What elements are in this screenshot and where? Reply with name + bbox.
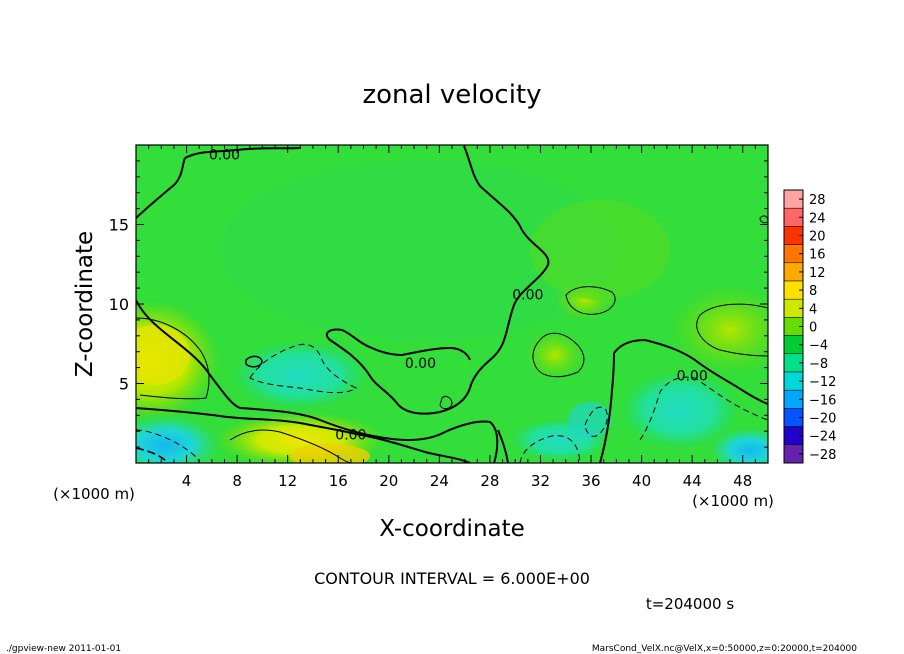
x-tick-label: 4 <box>182 472 192 490</box>
zero-contour-line <box>497 429 509 463</box>
zero-contour-line <box>613 338 768 405</box>
colorbar-label: 4 <box>809 302 817 317</box>
contour-label: 0.00 <box>209 148 240 164</box>
y-tick-label: 15 <box>109 216 129 235</box>
field-blob <box>710 428 768 463</box>
footer-right: MarsCond_VelX.nc@VelX,x=0:50000,z=0:2000… <box>592 644 857 654</box>
colorbar-label: −16 <box>809 393 836 408</box>
field-blob <box>530 200 670 300</box>
positive-contour-line <box>439 395 453 410</box>
x-tick-label: 8 <box>232 472 242 490</box>
colorbar-label: 0 <box>809 321 817 336</box>
colorbar-label: −24 <box>809 430 836 445</box>
field-blob <box>568 402 612 438</box>
y-axis-label: Z-coordinate <box>72 231 98 377</box>
positive-contour-line <box>565 286 616 315</box>
contour-labels: 0.00 0.00 0.00 0.00 0.00 <box>209 148 708 444</box>
y-tick-label: 5 <box>119 375 129 394</box>
negative-contour-line <box>136 447 169 463</box>
field-blob <box>230 340 370 410</box>
field-blob <box>136 325 190 385</box>
y-unit-label: (×1000 m) <box>53 485 135 503</box>
x-tick-label: 20 <box>379 472 398 490</box>
field-blob <box>670 285 768 375</box>
x-axis-label: X-coordinate <box>379 516 525 542</box>
field-blob <box>525 330 585 380</box>
footer-left: ./gpview-new 2011-01-01 <box>6 644 121 654</box>
zero-contour-line <box>136 407 471 463</box>
colorbar: 28 24 20 16 12 8 4 0 −4 −8 −12 −16 −20 −24 −28 <box>783 189 836 464</box>
colorbar-label: 20 <box>809 230 826 245</box>
y-tick-label: 10 <box>109 295 129 314</box>
zero-contour-line <box>325 145 550 415</box>
negative-contour-line <box>249 343 357 394</box>
negative-contour-line <box>639 376 768 441</box>
contour-interval-text: CONTOUR INTERVAL = 6.000E+00 <box>314 569 590 588</box>
small-contour-loop <box>759 215 768 224</box>
small-contour-loop <box>245 355 263 368</box>
x-tick-label: 40 <box>632 472 651 490</box>
x-tick-label: 28 <box>480 472 499 490</box>
colorbar-label: 28 <box>809 193 826 208</box>
chart-title: zonal velocity <box>362 80 541 110</box>
x-tick-label: 24 <box>430 472 449 490</box>
x-tick-label: 32 <box>531 472 550 490</box>
positive-contour-line <box>229 429 353 463</box>
contour-label: 0.00 <box>335 427 366 443</box>
plot-area: 0.00 0.00 0.00 0.00 0.00 <box>136 145 768 463</box>
colorbar-label: 24 <box>809 211 826 226</box>
colorbar-label: −8 <box>809 357 828 372</box>
negative-contour-line <box>519 435 581 463</box>
y-axis: 5 10 15 <box>109 160 768 448</box>
zero-contour-line <box>136 147 301 219</box>
field-blob <box>620 370 740 450</box>
x-tick-label: 16 <box>329 472 348 490</box>
x-axis: 4 8 12 16 20 24 28 32 36 40 44 48 <box>148 145 756 490</box>
colorbar-label: 12 <box>809 266 826 281</box>
colorbar-label: −28 <box>809 448 836 463</box>
contour-label: 0.00 <box>512 287 543 303</box>
x-tick-label: 12 <box>278 472 297 490</box>
contour-label: 0.00 <box>405 356 436 372</box>
time-text: t=204000 s <box>646 595 734 613</box>
field-blob <box>136 415 220 463</box>
x-unit-label: (×1000 m) <box>692 492 774 510</box>
negative-contour-line <box>136 429 201 463</box>
x-tick-label: 44 <box>683 472 702 490</box>
zero-contour-line <box>599 352 615 463</box>
positive-contour-line <box>136 317 210 400</box>
colorbar-label: 8 <box>809 284 817 299</box>
colorbar-label: −4 <box>809 339 828 354</box>
colorbar-label: −12 <box>809 375 836 390</box>
field-blob <box>290 444 370 463</box>
contour-label: 0.00 <box>677 369 708 385</box>
positive-contour-line <box>696 303 768 357</box>
positive-contour-line <box>532 332 585 378</box>
colorbar-label: −20 <box>809 412 836 427</box>
x-tick-label: 36 <box>581 472 600 490</box>
x-tick-label: 48 <box>733 472 752 490</box>
colorbar-label: 16 <box>809 248 826 263</box>
zero-contour-line <box>136 299 499 463</box>
